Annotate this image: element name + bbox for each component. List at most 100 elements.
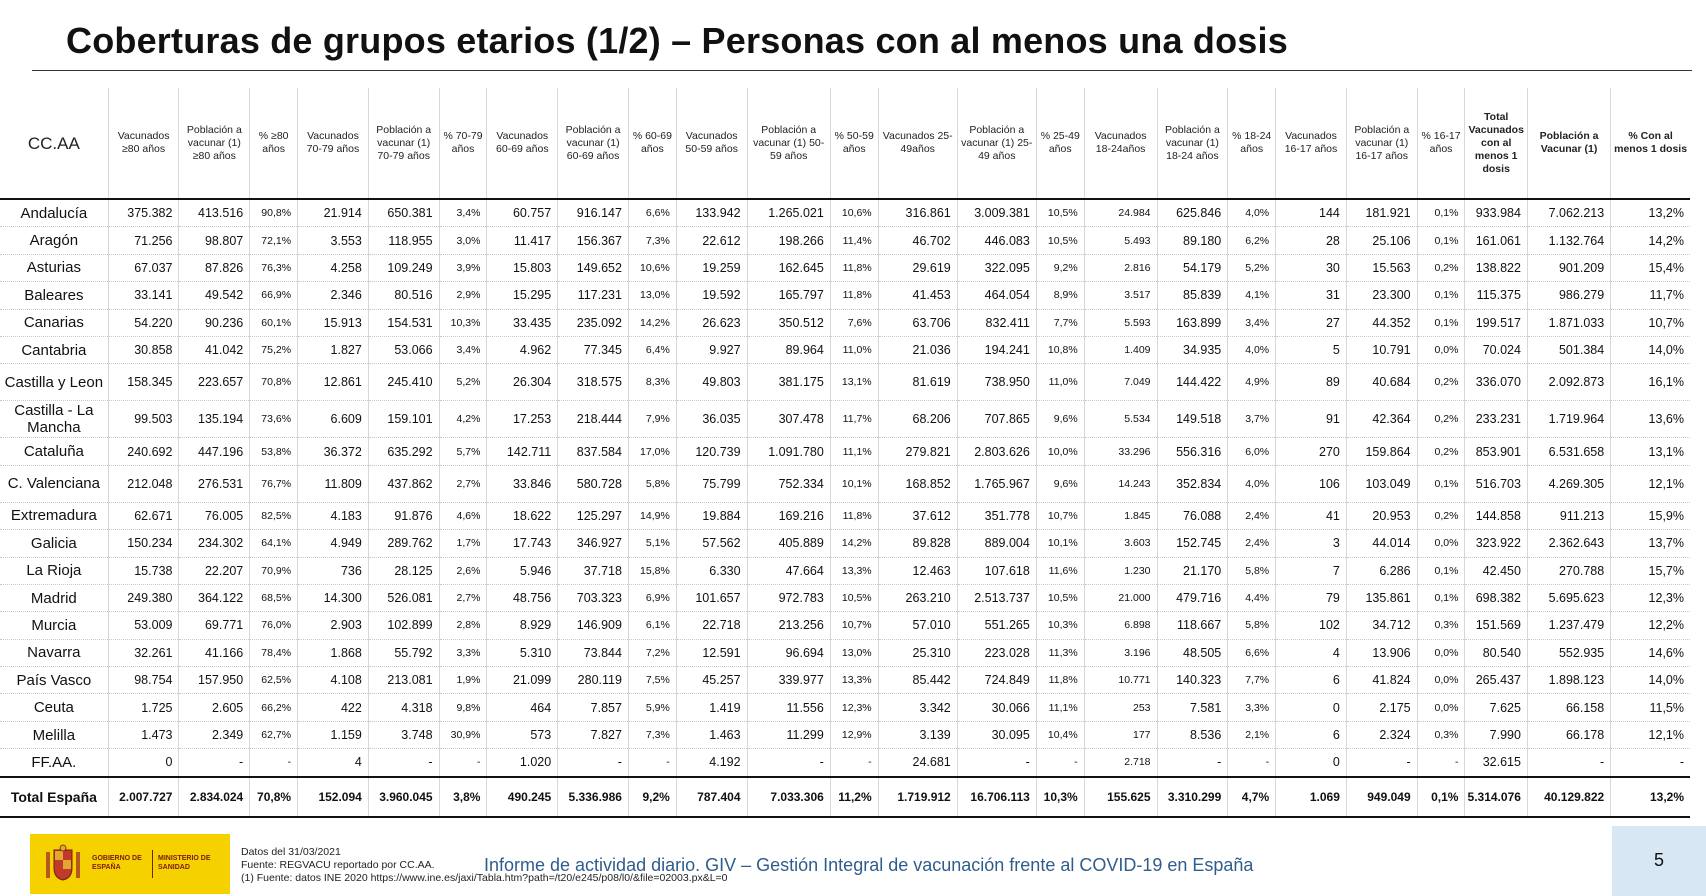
table-cell: 3,0% xyxy=(438,226,487,255)
table-cell: 0,1% xyxy=(1416,281,1465,310)
column-header: % 16-17 años xyxy=(1416,88,1465,200)
table-cell: 9.927 xyxy=(675,336,748,365)
table-cell: 339.977 xyxy=(746,666,831,695)
table-cell: 2,1% xyxy=(1227,721,1276,750)
table-cell: 2,9% xyxy=(438,281,487,310)
table-cell: 12.861 xyxy=(297,363,369,402)
table-cell: 13,6% xyxy=(1610,400,1690,439)
table-cell: 837.584 xyxy=(557,437,629,466)
total-row: Total España 2.007.727 2.834.024 70,8% 152.0… xyxy=(0,775,1690,818)
table-cell: 25.106 xyxy=(1345,226,1418,255)
table-cell: 6.330 xyxy=(675,557,748,585)
table-cell: 10,6% xyxy=(627,254,677,283)
table-cell: 48.505 xyxy=(1156,639,1228,668)
table-cell: 375.382 xyxy=(107,199,179,228)
table-cell: 14,9% xyxy=(627,502,677,531)
table-cell: 3.517 xyxy=(1083,281,1158,310)
header-ccaa: CC.AA xyxy=(0,88,109,200)
table-cell: 156.367 xyxy=(557,226,629,255)
table-cell: 307.478 xyxy=(746,400,831,439)
table-cell: 66.158 xyxy=(1526,693,1611,722)
table-cell: 223.657 xyxy=(178,363,250,402)
table-cell: 253 xyxy=(1083,693,1158,722)
table-cell: 28 xyxy=(1275,226,1347,255)
table-cell: 4 xyxy=(1275,639,1347,668)
table-cell: 15,7% xyxy=(1610,557,1690,585)
table-cell: 0,1% xyxy=(1416,309,1465,337)
table-cell: 60,1% xyxy=(249,309,298,337)
table-cell: 5.593 xyxy=(1083,309,1158,337)
table-cell: 7.625 xyxy=(1464,693,1528,722)
table-cell: 120.739 xyxy=(675,437,748,466)
table-cell: 213.256 xyxy=(746,611,831,640)
column-header: Población a Vacunar (1) xyxy=(1526,88,1611,200)
table-cell: 118.667 xyxy=(1156,611,1228,640)
table-cell: 4,0% xyxy=(1227,465,1276,503)
table-cell: 2,8% xyxy=(438,611,487,640)
table-cell: 625.846 xyxy=(1156,199,1228,228)
table-cell: 2.349 xyxy=(178,721,250,750)
table-cell: 11,0% xyxy=(1035,363,1085,402)
table-cell: 27 xyxy=(1275,309,1347,337)
table-cell: 62.671 xyxy=(107,502,179,531)
table-cell: 10.791 xyxy=(1345,336,1418,365)
table-cell: 516.703 xyxy=(1464,465,1528,503)
table-cell: 422 xyxy=(297,693,369,722)
table-cell: 249.380 xyxy=(107,584,179,613)
table-cell: 102 xyxy=(1275,611,1347,640)
table-cell: 240.692 xyxy=(107,437,179,466)
table-cell: 33.846 xyxy=(486,465,558,503)
table-cell: 144.422 xyxy=(1156,363,1228,402)
source-notes: Datos del 31/03/2021 Fuente: REGVACU rep… xyxy=(241,846,728,885)
table-cell: 4 xyxy=(297,748,369,778)
table-cell: 0,2% xyxy=(1416,400,1465,439)
table-cell: 6,4% xyxy=(627,336,677,365)
table-cell: 102.899 xyxy=(367,611,440,640)
table-cell: 46.702 xyxy=(877,226,958,255)
table-cell: 47.664 xyxy=(746,557,831,585)
table-cell: 4.269.305 xyxy=(1526,465,1611,503)
table-cell: 78,4% xyxy=(249,639,298,668)
table-cell: 580.728 xyxy=(557,465,629,503)
table-cell: 0,3% xyxy=(1416,721,1465,750)
government-logo: GOBIERNO DE ESPAÑA MINISTERIO DE SANIDAD xyxy=(30,834,230,894)
column-header: % 70-79 años xyxy=(438,88,487,200)
region-name: Ceuta xyxy=(0,693,109,722)
table-cell: 9,6% xyxy=(1035,400,1085,439)
table-cell: 464 xyxy=(486,693,558,722)
table-cell: 11.556 xyxy=(746,693,831,722)
table-cell: 1.132.764 xyxy=(1526,226,1611,255)
table-cell: 6.531.658 xyxy=(1526,437,1611,466)
region-name: Cantabria xyxy=(0,336,109,365)
region-name: País Vasco xyxy=(0,666,109,695)
logo-separator xyxy=(152,850,153,878)
table-cell: 6,6% xyxy=(1227,639,1276,668)
table-cell: 34.712 xyxy=(1345,611,1418,640)
table-cell: 11.417 xyxy=(486,226,558,255)
table-cell: 11,8% xyxy=(829,502,879,531)
table-cell: 0,1% xyxy=(1416,775,1465,818)
table-cell: 5.310 xyxy=(486,639,558,668)
table-cell: 3,3% xyxy=(1227,693,1276,722)
table-cell: 738.950 xyxy=(956,363,1037,402)
table-cell: 181.921 xyxy=(1345,199,1418,228)
table-cell: 9,2% xyxy=(1035,254,1085,283)
table-cell: 15,9% xyxy=(1610,502,1690,531)
table-cell: 15.803 xyxy=(486,254,558,283)
table-row: Cantabria 30.858 41.042 75,2% 1.827 53.066 3,4… xyxy=(0,336,1690,365)
table-cell: 4.183 xyxy=(297,502,369,531)
table-cell: 3.960.045 xyxy=(367,775,440,818)
table-cell: 3,4% xyxy=(438,199,487,228)
table-cell: 107.618 xyxy=(956,557,1037,585)
table-cell: 87.826 xyxy=(178,254,250,283)
table-cell: 3.139 xyxy=(877,721,958,750)
table-cell: 85.839 xyxy=(1156,281,1228,310)
table-cell: 2.816 xyxy=(1083,254,1158,283)
table-cell: 41 xyxy=(1275,502,1347,531)
table-cell: 276.531 xyxy=(178,465,250,503)
table-cell: 752.334 xyxy=(746,465,831,503)
table-cell: 11.809 xyxy=(297,465,369,503)
table-row: Ceuta 1.725 2.605 66,2% 422 4.318 9,8% 464 7.857… xyxy=(0,693,1690,722)
table-cell: 10,5% xyxy=(1035,226,1085,255)
table-cell: 3.196 xyxy=(1083,639,1158,668)
